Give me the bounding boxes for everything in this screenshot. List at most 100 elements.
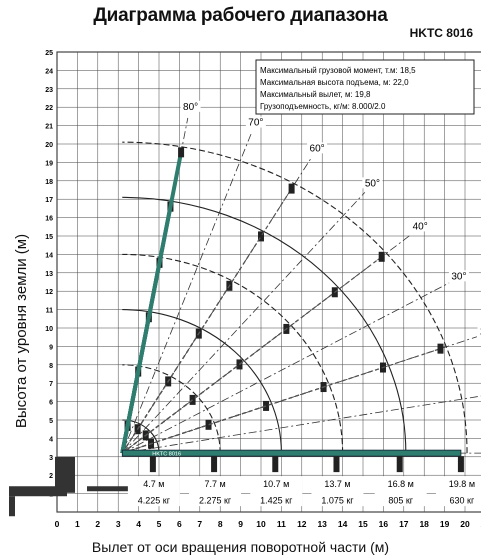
angle-label: 20° <box>480 327 481 338</box>
x-tick-label: 6 <box>177 519 182 529</box>
angle-label-bg <box>307 142 328 154</box>
angle-label: 60° <box>310 143 325 154</box>
y-tick-label: 20 <box>45 142 53 149</box>
y-tick-label: 14 <box>45 252 53 259</box>
x-tick-label: 7 <box>197 519 202 529</box>
boom-hook <box>258 231 264 242</box>
angle-label: 30° <box>451 271 466 282</box>
boom-hook <box>205 419 212 430</box>
x-tick-label: 5 <box>157 519 162 529</box>
boom-line <box>121 256 383 454</box>
angle-label-bg <box>410 220 431 232</box>
x-tick-label: 20 <box>460 519 470 529</box>
truck-bed <box>87 486 157 492</box>
boom-horizontal <box>121 449 462 457</box>
x-tick-label: 15 <box>358 519 368 529</box>
angle-ray <box>122 233 412 454</box>
boom-hook <box>288 183 295 194</box>
y-tick-label: 13 <box>45 271 53 278</box>
boom-line <box>121 188 293 454</box>
x-tick-label: 14 <box>338 519 348 529</box>
boom-hook <box>396 456 403 473</box>
load-capacity: 1.425 кг <box>260 496 293 506</box>
angle-ray <box>121 192 366 454</box>
load-reach: 13.7 м <box>324 479 350 489</box>
load-capacity: 1.075 кг <box>321 496 354 506</box>
load-cell-bg <box>127 476 180 507</box>
x-tick-label: 2 <box>95 519 100 529</box>
load-reach: 7.7 м <box>204 479 225 489</box>
y-tick-label: 21 <box>45 124 53 131</box>
angle-label-bg <box>448 270 469 282</box>
spec-line: Максимальный грузовой момент, т.м: 18,5 <box>260 66 416 75</box>
y-tick-label: 25 <box>45 50 53 57</box>
load-capacity: 4.225 кг <box>138 496 171 506</box>
y-tick-label: 7 <box>49 381 53 388</box>
spec-line: Грузоподъемность, кг/м: 8.000/2.0 <box>260 102 386 111</box>
reach-arc <box>122 364 221 454</box>
x-tick-label: 18 <box>419 519 429 529</box>
load-reach: 19.8 м <box>449 479 475 489</box>
x-tick-label: 4 <box>136 519 141 529</box>
boom-hook <box>189 394 196 405</box>
truck-outrigger <box>9 496 15 517</box>
y-tick-label: 15 <box>45 234 53 241</box>
angle-label-bg <box>180 100 201 112</box>
y-tick-label: 2 <box>49 473 53 480</box>
angle-label: 50° <box>365 178 380 189</box>
boom-line <box>120 151 184 454</box>
boom-hook <box>457 456 464 473</box>
crane-column <box>55 456 75 493</box>
boom-hook <box>272 456 279 473</box>
spec-line: Максимальная высота подъема, м: 22,0 <box>260 78 409 87</box>
angle-ray <box>122 282 450 454</box>
axis-tick-labels: 0123456789101112131415161718192021221234… <box>45 50 481 529</box>
load-cell-bg <box>189 476 242 507</box>
load-cell-bg <box>311 476 364 507</box>
boom-positions: HKTC 8016 <box>120 147 464 473</box>
angle-label: 70° <box>248 118 263 129</box>
grid <box>56 51 481 513</box>
x-tick-label: 10 <box>256 519 266 529</box>
y-tick-label: 9 <box>49 344 53 351</box>
y-tick-label: 24 <box>45 68 53 75</box>
x-tick-label: 1 <box>75 519 80 529</box>
angle-ray <box>121 158 312 454</box>
boom-hook <box>178 147 185 158</box>
load-capacity: 2.275 кг <box>199 496 232 506</box>
y-tick-label: 12 <box>45 289 53 296</box>
boom-hook <box>263 400 270 411</box>
boom-hook <box>378 251 385 262</box>
boom-hook <box>211 456 218 473</box>
boom-hook <box>437 343 444 354</box>
load-cell-bg <box>435 476 481 507</box>
angle-label-bg <box>362 177 383 189</box>
reach-arc <box>122 141 468 454</box>
y-tick-label: 6 <box>49 400 53 407</box>
x-tick-label: 12 <box>297 519 307 529</box>
boom-hook <box>333 456 340 473</box>
load-table: 4.7 м 4.225 кг 7.7 м 2.275 кг 10.7 м 1.425 кг… <box>127 476 481 507</box>
y-tick-label: 19 <box>45 160 53 167</box>
angle-label: 40° <box>413 221 428 232</box>
reach-arc <box>122 253 344 454</box>
load-capacity: 805 кг <box>388 496 413 506</box>
angle-label-bg <box>477 325 481 337</box>
grid-frame <box>56 51 481 513</box>
specs-box: Максимальный грузовой момент, т.м: 18,5 М… <box>255 59 475 115</box>
x-tick-label: 13 <box>317 519 327 529</box>
y-tick-label: 17 <box>45 197 53 204</box>
reach-arc <box>122 309 282 454</box>
x-axis-label: Вылет от оси вращения поворотной части (… <box>91 539 390 555</box>
load-reach: 10.7 м <box>263 479 289 489</box>
x-tick-label: 3 <box>116 519 121 529</box>
y-tick-label: 5 <box>49 418 53 425</box>
x-tick-label: 16 <box>379 519 389 529</box>
x-tick-label: 17 <box>399 519 409 529</box>
x-tick-label: 19 <box>440 519 450 529</box>
truck-deck <box>9 486 67 497</box>
load-capacity: 630 кг <box>450 496 475 506</box>
spec-line: Максимальный вылет, м: 19,8 <box>260 90 371 99</box>
y-tick-label: 22 <box>45 105 53 112</box>
